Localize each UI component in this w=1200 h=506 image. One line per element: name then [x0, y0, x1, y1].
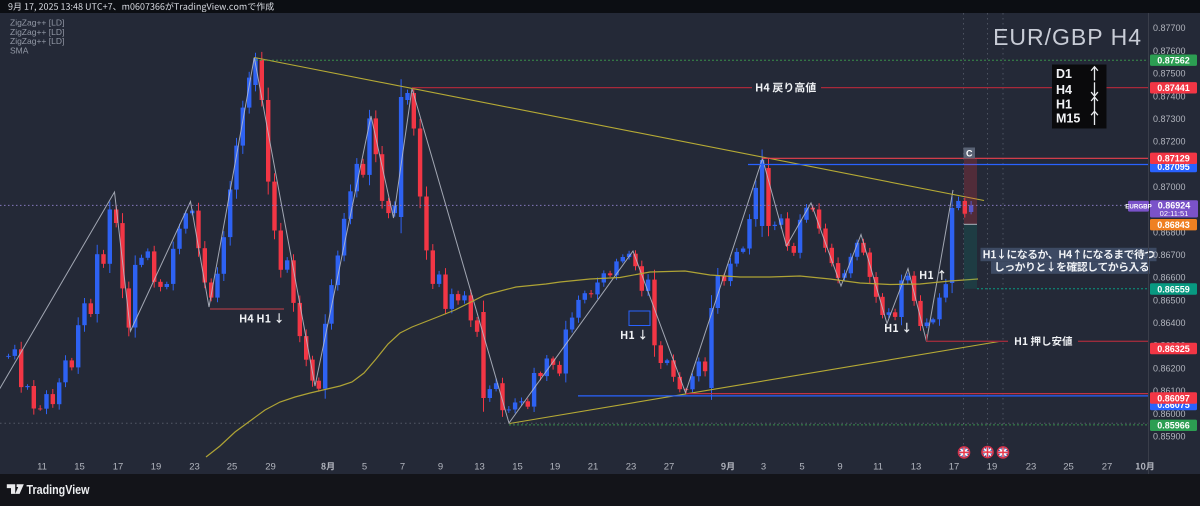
- svg-text:23: 23: [1026, 462, 1037, 473]
- svg-text:0.86325: 0.86325: [1157, 344, 1190, 354]
- svg-text:H4: H4: [1056, 83, 1072, 97]
- svg-text:0.86700: 0.86700: [1153, 250, 1186, 260]
- svg-text:0.87000: 0.87000: [1153, 182, 1186, 192]
- svg-text:0.86100: 0.86100: [1153, 386, 1186, 396]
- svg-text:0.87700: 0.87700: [1153, 23, 1186, 33]
- svg-text:0.86559: 0.86559: [1157, 284, 1190, 294]
- svg-text:13: 13: [911, 462, 922, 473]
- svg-text:0.86200: 0.86200: [1153, 363, 1186, 373]
- svg-text:19: 19: [550, 462, 561, 473]
- svg-text:0.87129: 0.87129: [1157, 154, 1190, 164]
- svg-text:H1: H1: [1056, 98, 1072, 112]
- svg-text:0.86097: 0.86097: [1157, 393, 1190, 403]
- svg-text:17: 17: [949, 462, 960, 473]
- svg-text:15: 15: [512, 462, 523, 473]
- svg-text:D1: D1: [1056, 67, 1072, 81]
- svg-text:0.86843: 0.86843: [1157, 220, 1190, 230]
- svg-text:M15: M15: [1056, 112, 1080, 126]
- svg-text:11: 11: [37, 462, 47, 473]
- svg-text:ZigZag++ [LD]: ZigZag++ [LD]: [10, 36, 64, 46]
- svg-text:0.87300: 0.87300: [1153, 114, 1186, 124]
- svg-text:EURGBP: EURGBP: [1125, 203, 1151, 210]
- svg-text:19: 19: [987, 462, 998, 473]
- svg-text:15: 15: [74, 462, 85, 473]
- svg-text:25: 25: [227, 462, 238, 473]
- svg-text:0.87200: 0.87200: [1153, 137, 1186, 147]
- svg-text:17: 17: [113, 462, 124, 473]
- svg-text:29: 29: [265, 462, 276, 473]
- svg-text:9: 9: [438, 462, 443, 473]
- svg-text:9: 9: [837, 462, 842, 473]
- svg-text:25: 25: [1063, 462, 1074, 473]
- svg-text:EUR/GBP H4: EUR/GBP H4: [993, 24, 1142, 50]
- svg-text:0.87441: 0.87441: [1157, 83, 1190, 93]
- svg-text:11: 11: [873, 462, 883, 473]
- svg-text:27: 27: [664, 462, 675, 473]
- svg-text:13: 13: [474, 462, 485, 473]
- svg-text:0.85900: 0.85900: [1153, 432, 1186, 442]
- svg-text:5: 5: [799, 462, 804, 473]
- svg-text:0.87562: 0.87562: [1157, 56, 1190, 66]
- svg-text:0.87600: 0.87600: [1153, 46, 1186, 56]
- svg-text:0.86800: 0.86800: [1153, 227, 1186, 237]
- svg-text:0.86500: 0.86500: [1153, 295, 1186, 305]
- svg-text:SMA: SMA: [10, 45, 29, 55]
- svg-text:0.87500: 0.87500: [1153, 69, 1186, 79]
- svg-text:0.86924: 0.86924: [1158, 201, 1191, 211]
- svg-text:0.86000: 0.86000: [1153, 409, 1186, 419]
- svg-text:19: 19: [151, 462, 162, 473]
- svg-text:27: 27: [1102, 462, 1113, 473]
- svg-text:0.87095: 0.87095: [1157, 162, 1190, 172]
- svg-text:ZigZag++ [LD]: ZigZag++ [LD]: [10, 27, 64, 37]
- svg-text:21: 21: [588, 462, 599, 473]
- svg-text:23: 23: [189, 462, 200, 473]
- svg-text:02:11:51: 02:11:51: [1160, 209, 1189, 218]
- svg-text:0.85966: 0.85966: [1157, 421, 1190, 431]
- svg-text:0.86400: 0.86400: [1153, 318, 1186, 328]
- svg-text:3: 3: [761, 462, 766, 473]
- svg-text:C: C: [966, 148, 973, 158]
- svg-text:5: 5: [362, 462, 367, 473]
- svg-text:0.87400: 0.87400: [1153, 91, 1186, 101]
- svg-text:TradingView: TradingView: [27, 482, 90, 497]
- svg-text:0.86075: 0.86075: [1157, 400, 1190, 410]
- svg-text:23: 23: [626, 462, 637, 473]
- svg-text:ZigZag++ [LD]: ZigZag++ [LD]: [10, 18, 64, 28]
- svg-text:7: 7: [400, 462, 405, 473]
- svg-text:0.86600: 0.86600: [1153, 273, 1186, 283]
